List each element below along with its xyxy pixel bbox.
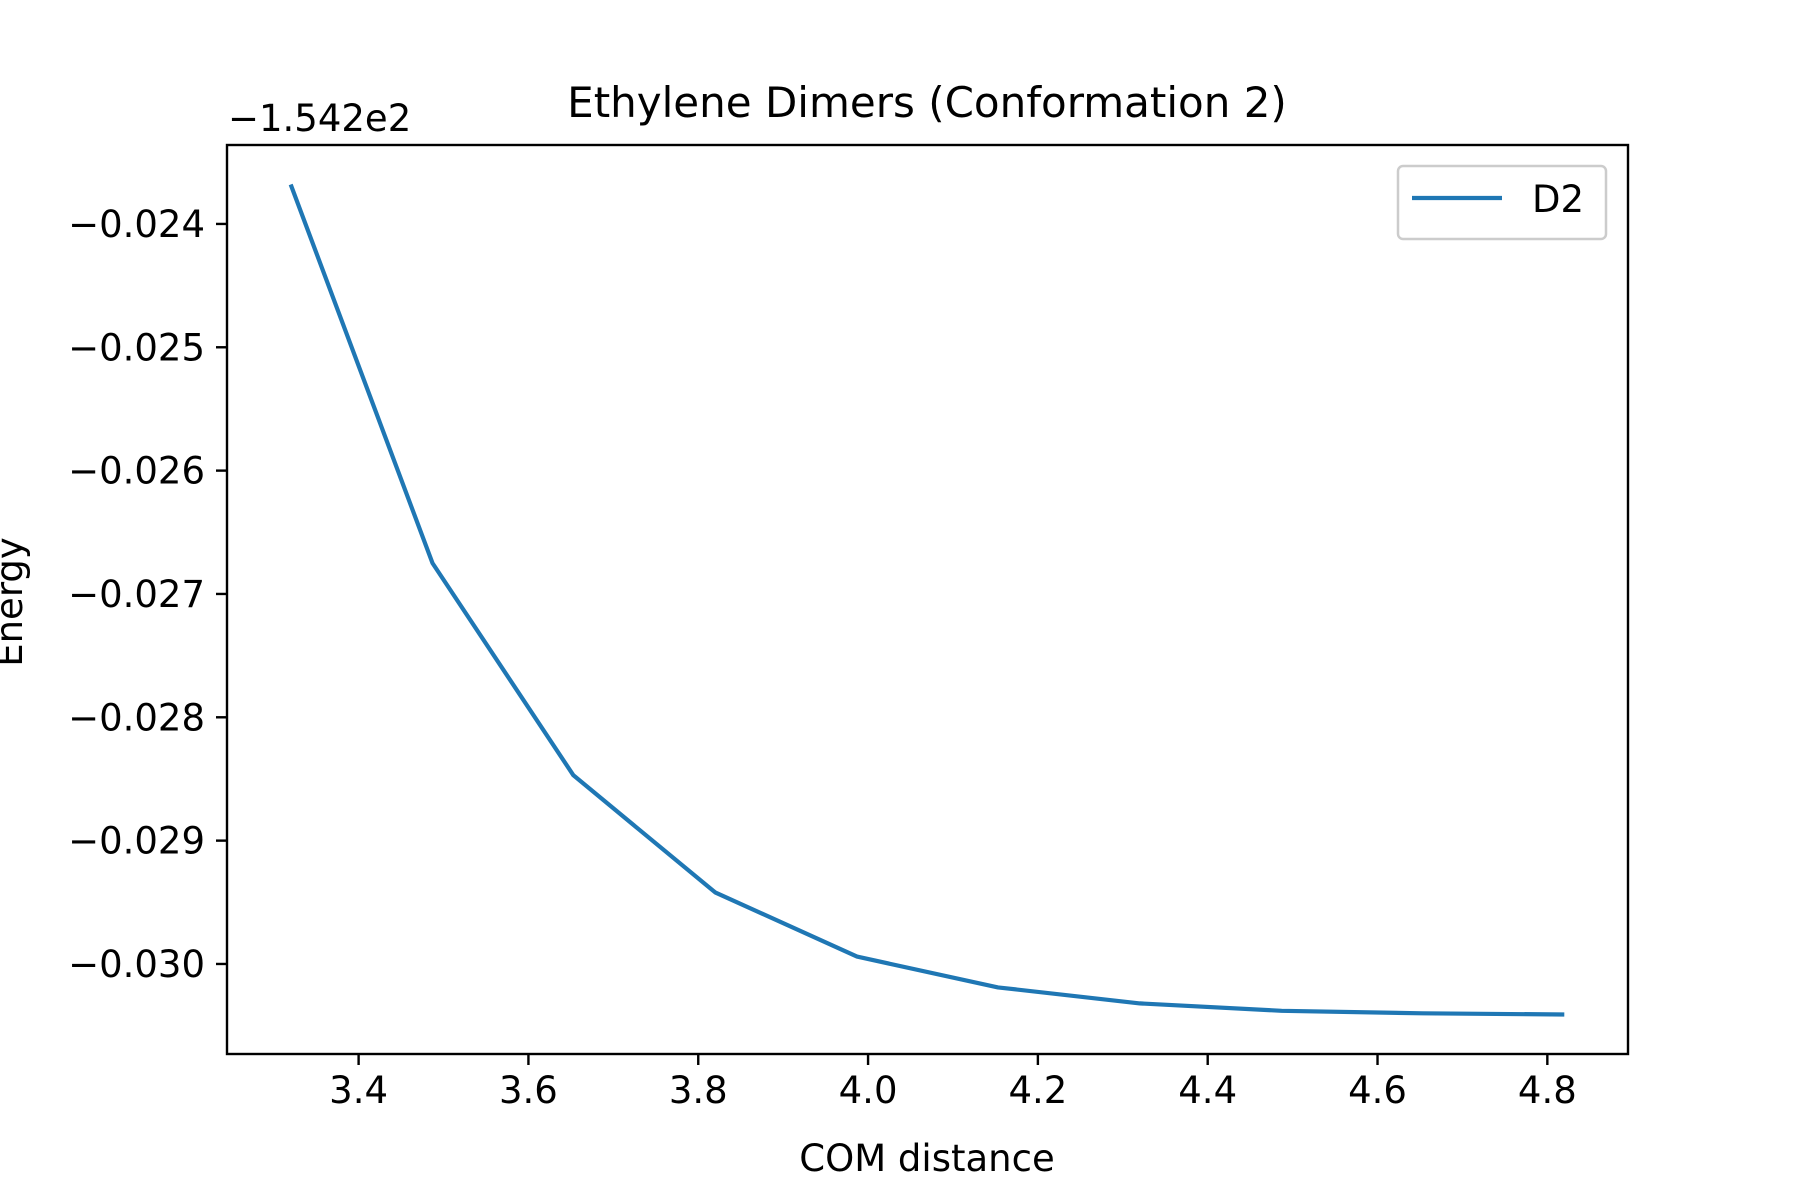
x-tick-label: 4.0 bbox=[839, 1069, 898, 1112]
x-tick-label: 4.4 bbox=[1178, 1069, 1237, 1112]
y-tick-label: −0.028 bbox=[68, 696, 205, 739]
y-offset-label: −1.542e2 bbox=[228, 97, 411, 140]
y-tick-label: −0.024 bbox=[68, 203, 205, 246]
y-tick-label: −0.030 bbox=[68, 943, 205, 986]
x-tick-label: 3.6 bbox=[499, 1069, 558, 1112]
x-axis-ticks: 3.4 3.6 3.8 4.0 4.2 4.4 4.6 4.8 bbox=[329, 1054, 1577, 1112]
axes-frame bbox=[225, 143, 1630, 1056]
y-tick-label: −0.026 bbox=[68, 450, 205, 493]
y-axis-label: Energy bbox=[0, 537, 31, 667]
x-tick-label: 3.4 bbox=[329, 1069, 388, 1112]
y-tick-label: −0.029 bbox=[68, 820, 205, 863]
legend-frame bbox=[1396, 164, 1608, 241]
y-axis-ticks: −0.024 −0.025 −0.026 −0.027 −0.028 −0.029 −0.0… bbox=[68, 203, 227, 986]
chart-title: Ethylene Dimers (Conformation 2) bbox=[567, 78, 1287, 127]
x-tick-label: 4.6 bbox=[1348, 1069, 1407, 1112]
series-line-d2 bbox=[288, 183, 1565, 1017]
x-tick-label: 3.8 bbox=[669, 1069, 728, 1112]
plot-area bbox=[225, 143, 1630, 1056]
x-tick-label: 4.2 bbox=[1008, 1069, 1067, 1112]
x-tick-label: 4.8 bbox=[1518, 1069, 1577, 1112]
legend: D2 bbox=[1396, 164, 1608, 241]
legend-label-d2: D2 bbox=[1532, 178, 1584, 221]
y-tick-label: −0.025 bbox=[68, 326, 205, 369]
x-axis-label: COM distance bbox=[799, 1137, 1054, 1180]
y-tick-label: −0.027 bbox=[68, 573, 205, 616]
